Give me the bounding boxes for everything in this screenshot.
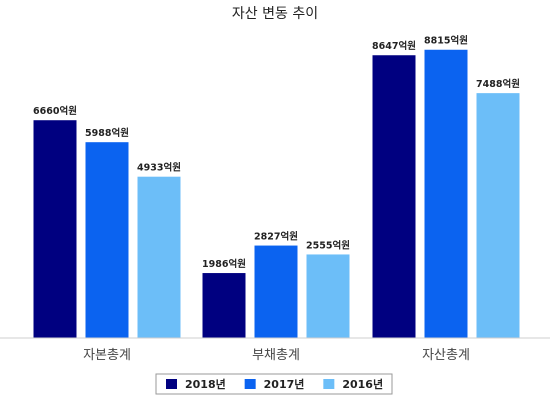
legend-swatch-2: [244, 379, 256, 389]
bar-2-3: [306, 254, 350, 338]
category-label-1: 자본총계: [83, 348, 131, 363]
data-label-3-3: 7488억원: [476, 78, 520, 90]
bar-3-3: [476, 93, 520, 339]
legend-label-2: 2017년: [264, 377, 305, 391]
category-labels-layer: 자본총계 부채총계 자산총계: [83, 348, 470, 363]
legend: 2018년 2017년 2016년: [155, 373, 393, 395]
data-label-3-1: 8647억원: [372, 40, 416, 52]
data-label-2-3: 2555억원: [306, 239, 350, 251]
bar-1-3: [137, 176, 181, 338]
bar-2-2: [254, 245, 298, 338]
bar-1-2: [85, 142, 129, 338]
bar-1-1: [33, 120, 77, 338]
legend-swatch-3: [323, 379, 335, 389]
data-labels-layer: 6660억원 5988억원 4933억원 1986억원 2827억원 2555억원 8647…: [33, 35, 520, 270]
legend-label-1: 2018년: [185, 377, 226, 391]
bar-3-2: [424, 49, 468, 338]
data-label-1-3: 4933억원: [137, 162, 181, 174]
legend-label-3: 2016년: [342, 377, 383, 391]
bar-2-1: [202, 273, 246, 338]
data-label-1-1: 6660억원: [33, 105, 77, 117]
legend-swatch-1: [166, 379, 177, 389]
data-label-2-2: 2827억원: [254, 231, 298, 243]
data-label-2-1: 1986억원: [202, 258, 246, 270]
chart-title: 자산 변동 추이: [232, 6, 318, 22]
category-label-2: 부채총계: [252, 348, 300, 363]
bars-layer: [33, 49, 520, 339]
bar-3-1: [372, 55, 416, 338]
data-label-1-2: 5988억원: [85, 127, 129, 139]
data-label-3-2: 8815억원: [424, 35, 468, 47]
category-label-3: 자산총계: [422, 348, 470, 363]
